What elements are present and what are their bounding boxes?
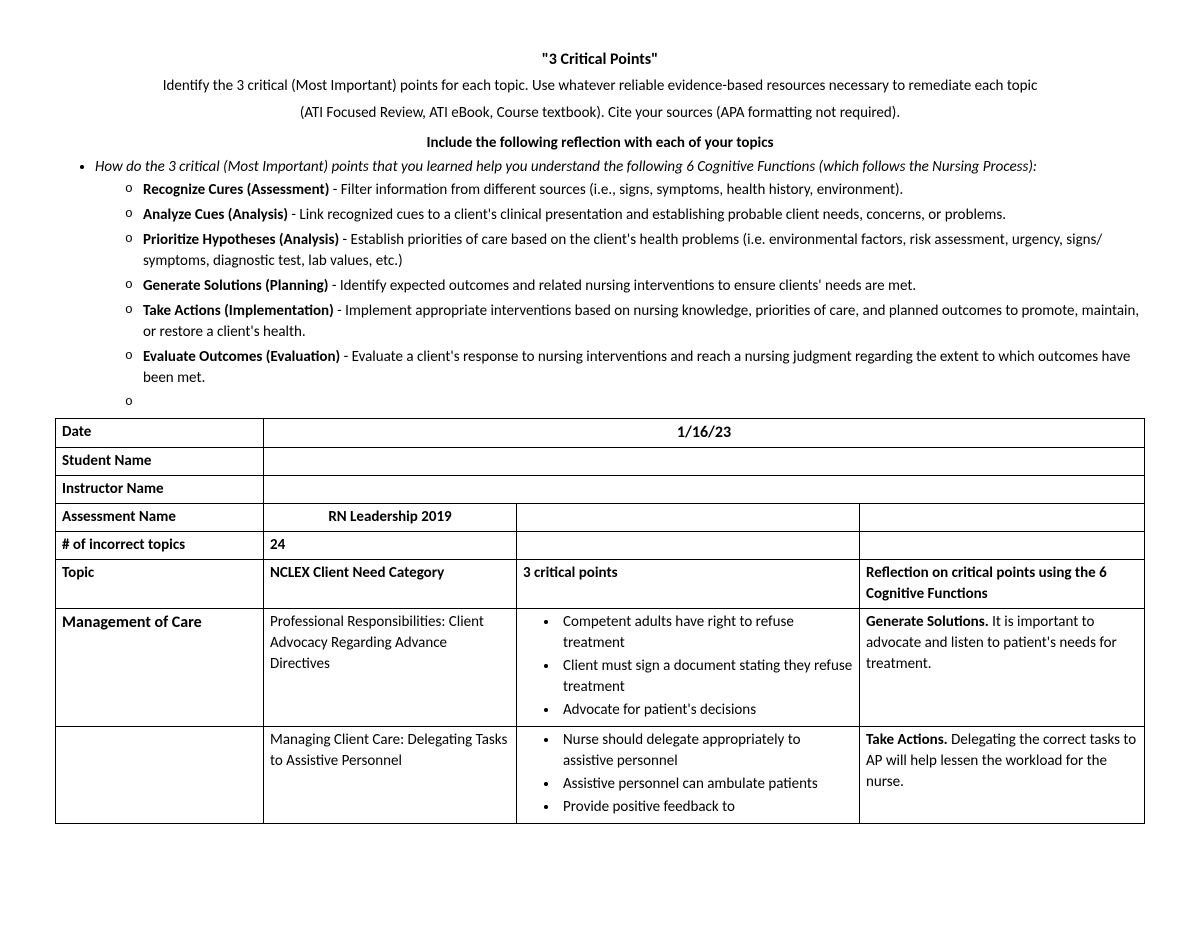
empty-cell (860, 532, 1145, 560)
table-row: Date 1/16/23 (56, 419, 1145, 448)
subtitle-line-1: Identify the 3 critical (Most Important)… (55, 75, 1145, 98)
main-table: Date 1/16/23 Student Name Instructor Nam… (55, 418, 1145, 824)
reflection-cell: Take Actions. Delegating the correct tas… (860, 727, 1145, 824)
date-label: Date (56, 419, 264, 448)
table-row: Assessment Name RN Leadership 2019 (56, 504, 1145, 532)
reflection-cell: Generate Solutions. It is important to a… (860, 609, 1145, 727)
table-row: Instructor Name (56, 476, 1145, 504)
nclex-cell: Professional Responsibilities: Client Ad… (264, 609, 517, 727)
points-cell: Competent adults have right to refuse tr… (517, 609, 860, 727)
empty-cell (860, 504, 1145, 532)
instructor-label: Instructor Name (56, 476, 264, 504)
incorrect-value: 24 (264, 532, 517, 560)
subtitle-line-2: (ATI Focused Review, ATI eBook, Course t… (55, 102, 1145, 125)
list-item-empty (125, 393, 1145, 414)
list-item: Recognize Cures (Assessment) - Filter in… (125, 180, 1145, 201)
topic-cell: Management of Care (56, 609, 264, 727)
student-value (264, 448, 1145, 476)
empty-cell (517, 504, 860, 532)
list-item: Take Actions (Implementation) - Implemen… (125, 301, 1145, 343)
hdr-topic: Topic (56, 560, 264, 609)
hdr-nclex: NCLEX Client Need Category (264, 560, 517, 609)
empty-cell (517, 532, 860, 560)
table-row: Student Name (56, 448, 1145, 476)
instructor-value (264, 476, 1145, 504)
outer-list: How do the 3 critical (Most Important) p… (55, 158, 1145, 414)
page-title: "3 Critical Points" (55, 50, 1145, 69)
point-item: Nurse should delegate appropriately to a… (559, 730, 853, 772)
subheading: Include the following reflection with ea… (55, 134, 1145, 152)
list-item: Generate Solutions (Planning) - Identify… (125, 276, 1145, 297)
point-item: Advocate for patient's decisions (559, 700, 853, 721)
point-item: Competent adults have right to refuse tr… (559, 612, 853, 654)
list-item: Evaluate Outcomes (Evaluation) - Evaluat… (125, 347, 1145, 389)
topic-cell (56, 727, 264, 824)
nclex-cell: Managing Client Care: Delegating Tasks t… (264, 727, 517, 824)
list-item: Prioritize Hypotheses (Analysis) - Estab… (125, 230, 1145, 272)
point-item: Client must sign a document stating they… (559, 656, 853, 698)
assessment-value: RN Leadership 2019 (264, 504, 517, 532)
table-row: Management of Care Professional Responsi… (56, 609, 1145, 727)
student-label: Student Name (56, 448, 264, 476)
incorrect-label: # of incorrect topics (56, 532, 264, 560)
hdr-reflection: Reflection on critical points using the … (860, 560, 1145, 609)
list-item: Analyze Cues (Analysis) - Link recognize… (125, 205, 1145, 226)
point-item: Assistive personnel can ambulate patient… (559, 774, 853, 795)
point-item: Provide positive feedback to (559, 797, 853, 818)
table-row: Managing Client Care: Delegating Tasks t… (56, 727, 1145, 824)
table-header-row: Topic NCLEX Client Need Category 3 criti… (56, 560, 1145, 609)
assessment-label: Assessment Name (56, 504, 264, 532)
table-row: # of incorrect topics 24 (56, 532, 1145, 560)
intro-question: How do the 3 critical (Most Important) p… (95, 158, 1037, 176)
points-cell: Nurse should delegate appropriately to a… (517, 727, 860, 824)
cognitive-functions-list: Recognize Cures (Assessment) - Filter in… (95, 180, 1145, 414)
date-value: 1/16/23 (264, 419, 1145, 448)
hdr-points: 3 critical points (517, 560, 860, 609)
